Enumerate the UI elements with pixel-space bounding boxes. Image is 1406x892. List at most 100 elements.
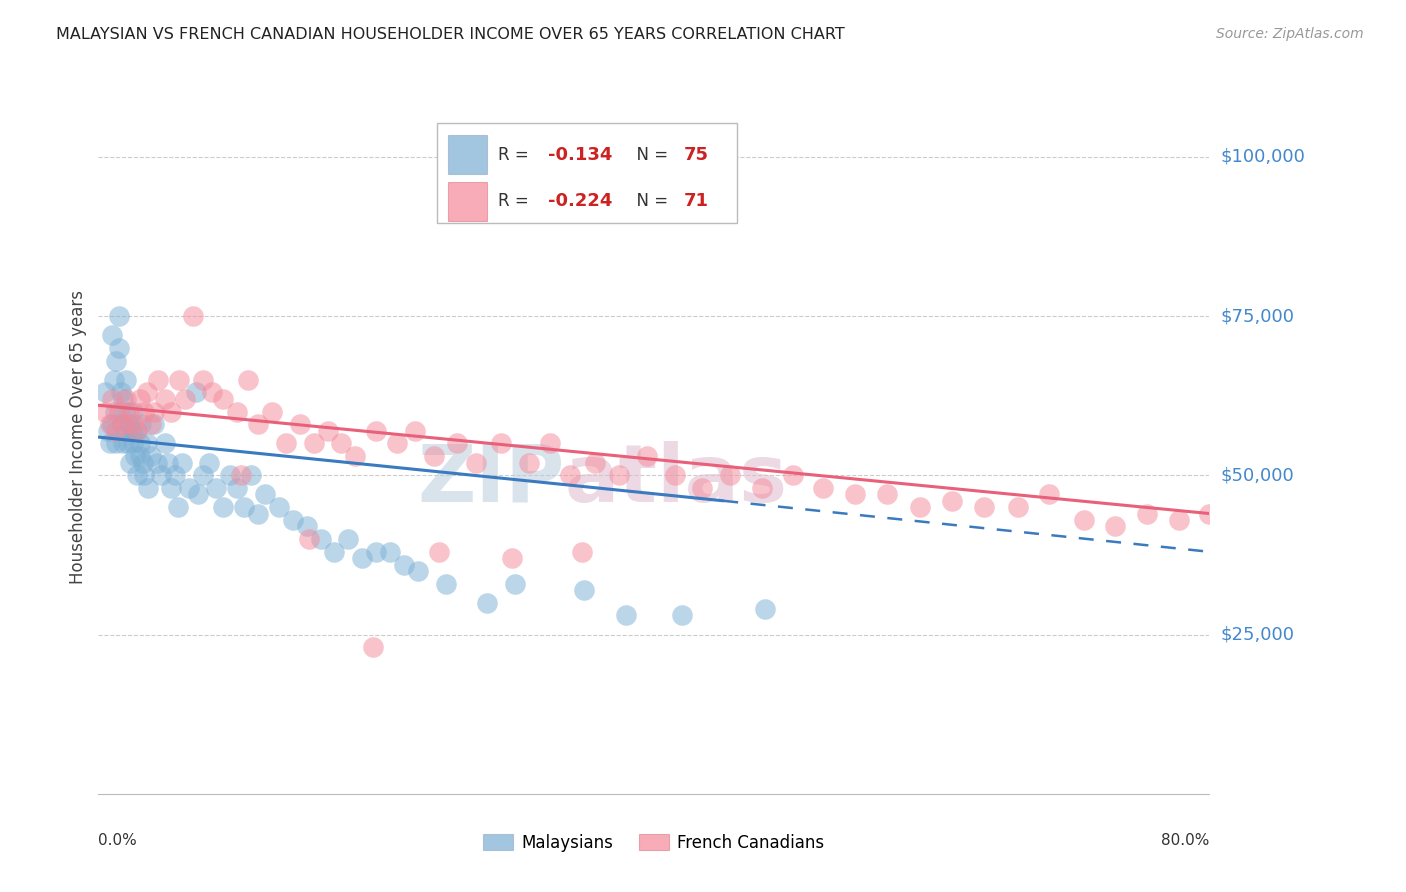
Point [129, 392, 152, 406]
Point [163, 468, 186, 483]
Point [754, 602, 776, 616]
Point [309, 532, 332, 546]
Point [104, 404, 127, 418]
Point [134, 404, 156, 418]
Point [108, 341, 131, 355]
Point [111, 417, 134, 432]
Point [159, 481, 181, 495]
Point [138, 481, 160, 495]
Point [167, 373, 190, 387]
Point [198, 456, 221, 470]
Point [692, 481, 714, 495]
Text: N =: N = [626, 193, 673, 211]
Point [134, 468, 156, 483]
Text: 71: 71 [683, 193, 709, 211]
Text: R =: R = [498, 193, 534, 211]
Point [231, 468, 253, 483]
Point [205, 481, 228, 495]
Point [177, 481, 200, 495]
Point [112, 392, 135, 406]
Point [538, 436, 561, 450]
Point [323, 545, 346, 559]
Point [664, 468, 686, 483]
Point [105, 424, 128, 438]
Point [166, 500, 188, 515]
Point [465, 456, 488, 470]
Text: 80.0%: 80.0% [1161, 833, 1209, 847]
Point [233, 500, 256, 515]
Text: ZIP: ZIP [418, 441, 565, 519]
Point [378, 545, 401, 559]
Point [288, 417, 311, 432]
Point [145, 456, 167, 470]
Point [1038, 487, 1060, 501]
Point [122, 417, 145, 432]
Point [344, 449, 367, 463]
Text: 0.0%: 0.0% [98, 833, 138, 847]
Point [112, 436, 135, 450]
Text: R =: R = [498, 146, 534, 164]
Point [132, 456, 155, 470]
Point [118, 417, 141, 432]
Point [143, 404, 166, 418]
Text: MALAYSIAN VS FRENCH CANADIAN HOUSEHOLDER INCOME OVER 65 YEARS CORRELATION CHART: MALAYSIAN VS FRENCH CANADIAN HOUSEHOLDER… [56, 27, 845, 42]
Legend: Malaysians, French Canadians: Malaysians, French Canadians [478, 829, 830, 857]
Point [112, 417, 135, 432]
Point [392, 558, 415, 572]
Point [406, 564, 429, 578]
Point [503, 576, 526, 591]
Point [274, 436, 297, 450]
Point [366, 424, 388, 438]
Point [844, 487, 866, 501]
Point [191, 468, 214, 483]
Text: $100,000: $100,000 [1220, 148, 1305, 166]
Point [352, 551, 374, 566]
Point [585, 456, 607, 470]
Point [212, 500, 235, 515]
Point [330, 436, 353, 450]
Point [127, 468, 149, 483]
Point [247, 507, 270, 521]
Point [149, 468, 172, 483]
Point [751, 481, 773, 495]
Point [560, 468, 582, 483]
Point [1167, 513, 1189, 527]
Point [446, 436, 468, 450]
Point [187, 487, 209, 501]
Point [97, 424, 120, 438]
Point [129, 436, 152, 450]
Point [129, 449, 152, 463]
Bar [449, 182, 486, 221]
Point [108, 309, 131, 323]
Point [363, 640, 385, 655]
Point [173, 392, 195, 406]
Point [226, 404, 249, 418]
Point [337, 532, 360, 546]
Point [501, 551, 523, 566]
Point [295, 519, 318, 533]
Point [105, 436, 128, 450]
Point [105, 353, 128, 368]
Point [385, 436, 408, 450]
Text: -0.224: -0.224 [548, 193, 613, 211]
Text: Source: ZipAtlas.com: Source: ZipAtlas.com [1216, 27, 1364, 41]
Point [117, 436, 139, 450]
Point [489, 436, 512, 450]
Point [366, 545, 388, 559]
Point [571, 545, 593, 559]
Point [316, 424, 339, 438]
Point [201, 385, 224, 400]
Point [298, 532, 321, 546]
Point [141, 417, 163, 432]
Point [1198, 507, 1220, 521]
Point [115, 392, 138, 406]
Point [941, 493, 963, 508]
Point [103, 373, 125, 387]
Point [127, 424, 149, 438]
Y-axis label: Householder Income Over 65 years: Householder Income Over 65 years [69, 290, 87, 584]
Point [475, 596, 499, 610]
Point [120, 456, 142, 470]
Point [114, 404, 136, 418]
Point [427, 545, 450, 559]
Point [122, 404, 145, 418]
